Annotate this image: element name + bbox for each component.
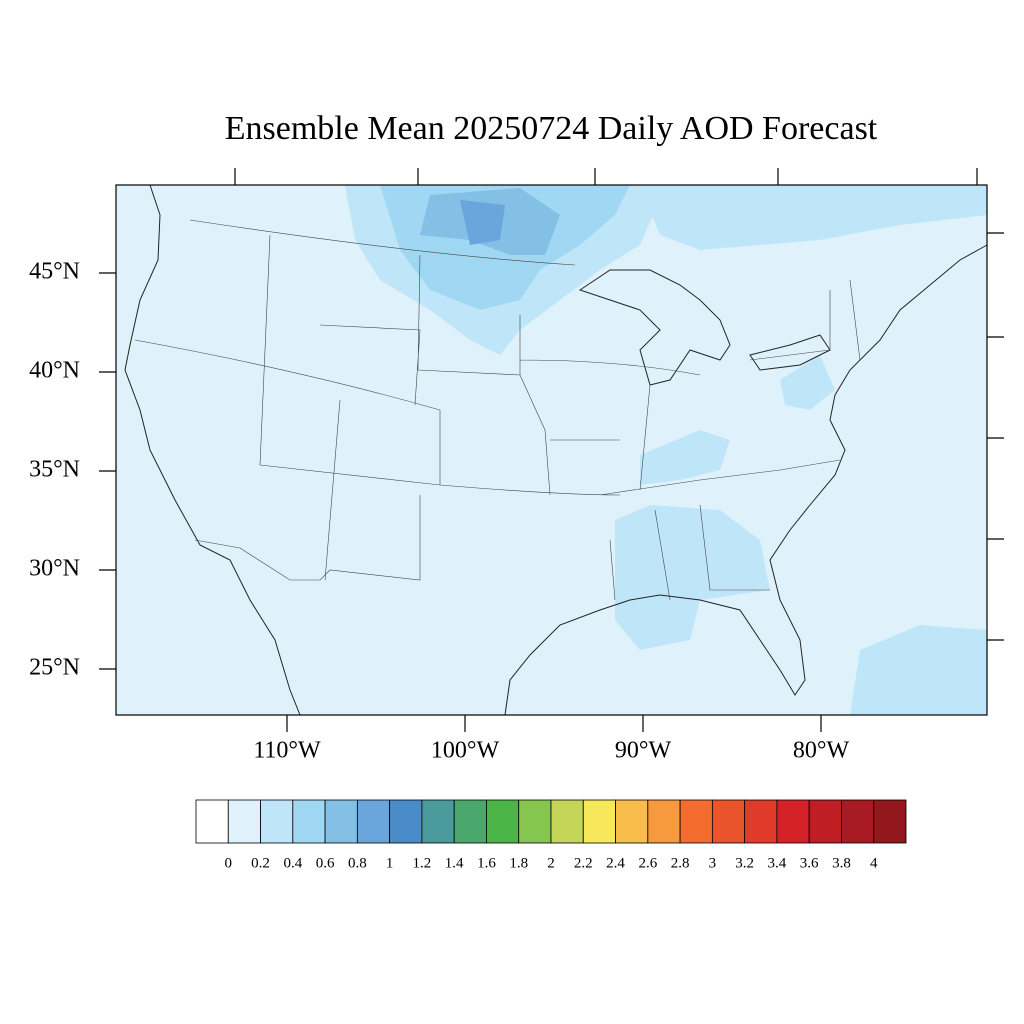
colorbar-box — [324, 799, 358, 844]
lon-tick-label: 90°W — [615, 738, 672, 764]
colorbar-box — [195, 799, 229, 844]
colorbar-box — [711, 799, 746, 844]
lat-tick-label: 40°N — [29, 358, 80, 384]
lat-tick-label: 35°N — [29, 457, 80, 483]
lon-tick-label: 80°W — [793, 738, 850, 764]
colorbar-label: 4 — [870, 855, 878, 871]
coastlines — [124, 184, 988, 716]
aod-region — [615, 505, 770, 650]
colorbar-label: 0.6 — [316, 855, 335, 871]
colorbar-box — [808, 799, 842, 844]
colorbar-label: 3.4 — [768, 855, 787, 871]
colorbar-box — [582, 799, 616, 844]
colorbar-label: 2.6 — [638, 855, 657, 871]
colorbar-label: 1 — [386, 855, 394, 871]
colorbar-box — [356, 799, 391, 844]
colorbar-box — [873, 799, 907, 844]
aod-region — [640, 430, 730, 485]
colorbar-box — [453, 799, 487, 844]
colorbar-box — [518, 799, 552, 844]
lon-tick-label: 100°W — [431, 738, 500, 764]
colorbar-box — [615, 799, 649, 844]
colorbar-label: 0.4 — [283, 855, 302, 871]
coastline — [124, 184, 301, 716]
lat-tick-label: 45°N — [29, 259, 80, 285]
colorbar-box — [486, 799, 520, 844]
colorbar-label: 3.2 — [735, 855, 754, 871]
colorbar-label: 1.4 — [445, 855, 464, 871]
aod-region — [780, 355, 835, 410]
lat-tick-label: 25°N — [29, 655, 80, 681]
lat-tick-label: 30°N — [29, 556, 80, 582]
colorbar-label: 2.4 — [606, 855, 625, 871]
colorbar-box — [421, 799, 455, 844]
colorbar-box — [260, 799, 294, 844]
colorbar-label: 1.6 — [477, 855, 496, 871]
colorbar-box — [841, 799, 875, 844]
colorbar-box — [744, 799, 778, 844]
aod-region — [850, 625, 987, 715]
great-lakes — [578, 269, 731, 386]
colorbar-box — [776, 799, 810, 844]
colorbar-label: 2.2 — [574, 855, 593, 871]
colorbar-label: 0.2 — [251, 855, 270, 871]
colorbar-box — [292, 799, 326, 844]
colorbar-box — [647, 799, 681, 844]
colorbar-box — [389, 799, 423, 844]
colorbar-label: 2 — [547, 855, 555, 871]
state-borders — [134, 219, 861, 601]
colorbar-label: 3.8 — [832, 855, 851, 871]
colorbar-label: 0.8 — [348, 855, 367, 871]
axes: 45°N 40°N 35°N 30°N 25°N 110°W 100°W 90°W 80°W — [29, 259, 849, 764]
colorbar-label: 0 — [225, 855, 233, 871]
map-frame — [115, 184, 988, 716]
colorbar-label: 1.8 — [509, 855, 528, 871]
frame-ticks — [234, 168, 1004, 641]
lon-tick-label: 110°W — [253, 738, 321, 764]
colorbar-label: 1.2 — [413, 855, 432, 871]
colorbar-box — [679, 799, 713, 844]
aod-region — [640, 185, 987, 250]
map-field — [116, 185, 987, 715]
colorbar-box — [550, 799, 584, 844]
colorbar-box — [227, 799, 261, 844]
colorbar: 0 0.2 0.4 0.6 0.8 1 1.2 1.4 1.6 1.8 2 2.2 2.4 2.6 2.8 3… — [195, 799, 907, 871]
colorbar-label: 2.8 — [671, 855, 690, 871]
colorbar-label: 3.6 — [800, 855, 819, 871]
colorbar-label: 3 — [709, 855, 717, 871]
aod-region — [460, 200, 505, 245]
coastline — [504, 244, 988, 716]
title: Ensemble Mean 20250724 Daily AOD Forecas… — [225, 110, 878, 147]
